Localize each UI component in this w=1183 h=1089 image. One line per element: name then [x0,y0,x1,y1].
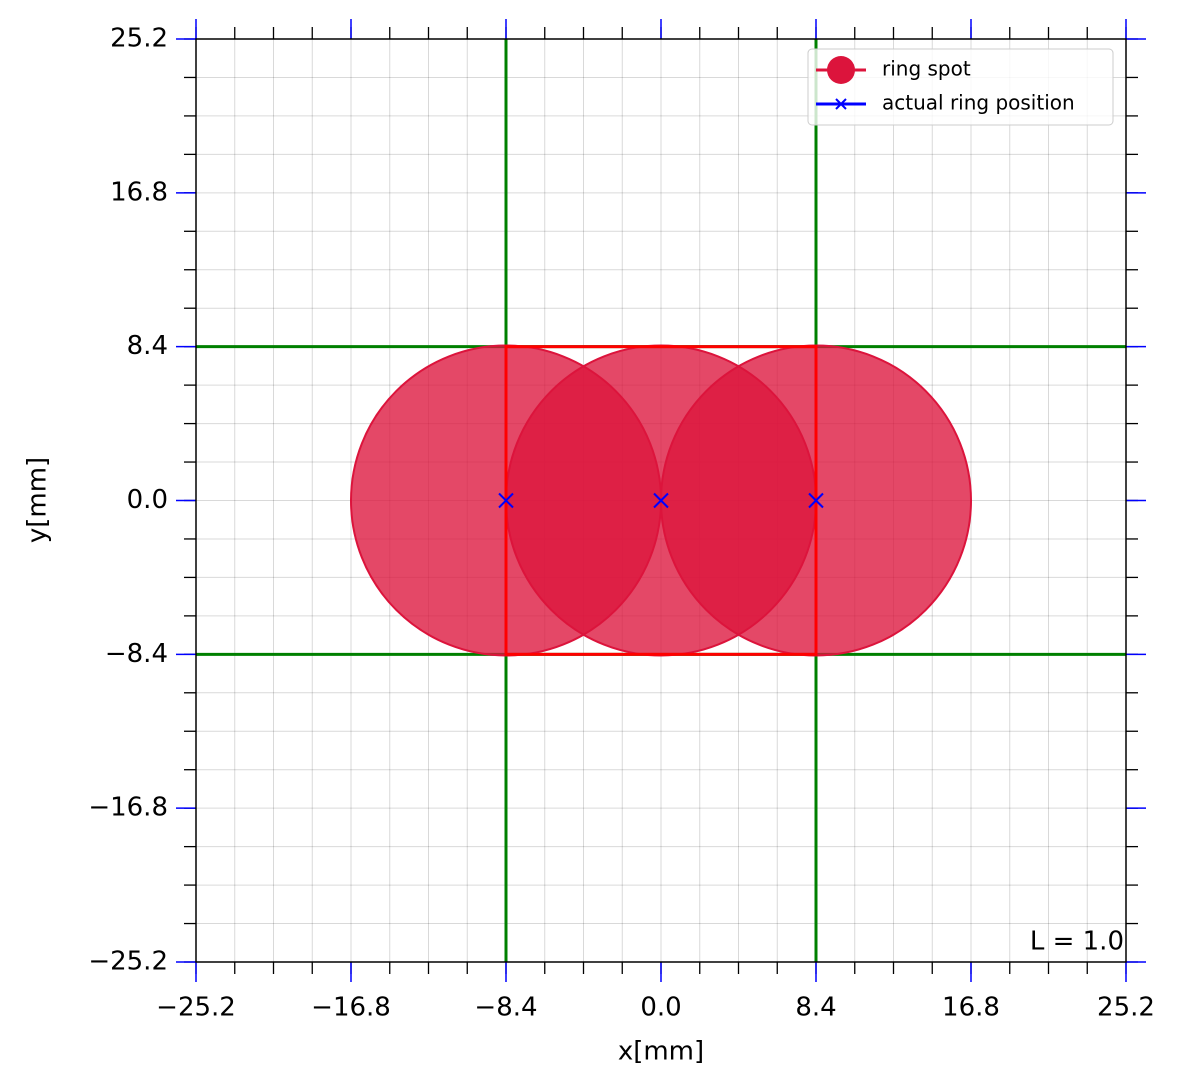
x-axis-label: x[mm] [618,1037,704,1067]
annotation: L = 1.0 [1030,927,1124,957]
plot-frame [195,38,1127,963]
x-tick-label: 8.4 [795,993,836,1023]
y-tick-label: 0.0 [127,485,168,515]
y-tick-label: −16.8 [88,793,168,823]
ring-position-marker [653,492,669,509]
legend-marker [835,98,847,110]
y-tick-label: −8.4 [105,639,168,669]
ring-position-marker [808,492,824,509]
legend-marker [827,56,855,84]
legend-label: ring spot [882,57,971,81]
legend-label: actual ring position [882,91,1075,115]
x-tick-label: −8.4 [474,993,537,1023]
y-axis-label: y[mm] [23,457,53,543]
y-tick-label: 8.4 [127,331,168,361]
x-tick-label: 0.0 [640,993,681,1023]
y-tick-label: 16.8 [110,177,168,207]
ring-position-marker [498,492,514,509]
x-tick-label: −25.2 [156,993,236,1023]
legend-box [807,48,1114,126]
x-tick-label: 16.8 [942,993,1000,1023]
x-tick-label: 25.2 [1097,993,1155,1023]
y-tick-label: −25.2 [88,947,168,977]
x-tick-label: −16.8 [311,993,391,1023]
y-tick-label: 25.2 [110,24,168,54]
